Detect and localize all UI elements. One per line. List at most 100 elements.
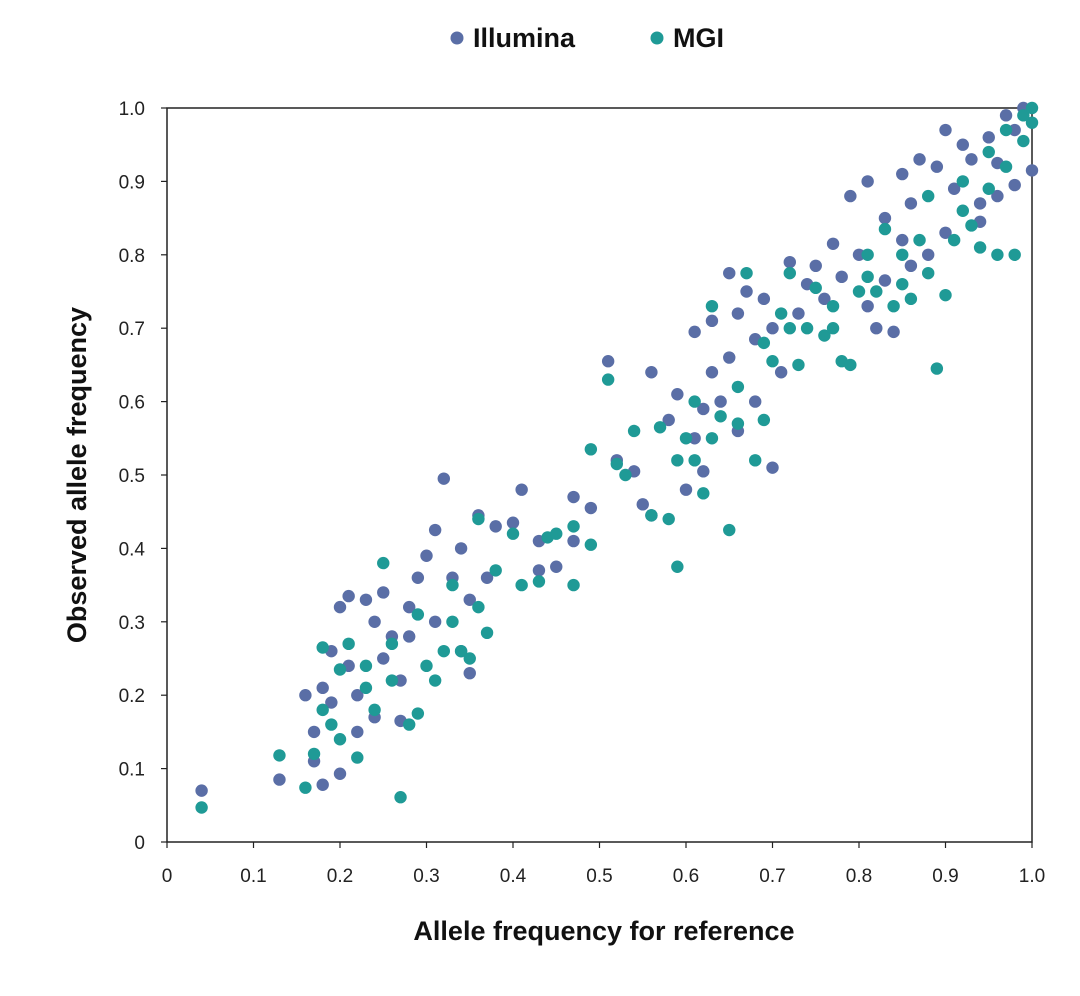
point-illumina [809, 259, 822, 273]
point-illumina [671, 388, 684, 401]
point-illumina [723, 351, 736, 364]
point-illumina [1008, 178, 1021, 192]
point-mgi [480, 626, 494, 640]
y-axis-title: Observed allele frequency [62, 307, 92, 643]
point-illumina [878, 211, 892, 225]
point-mgi [697, 487, 710, 500]
x-tick-label: 0.1 [240, 866, 266, 887]
point-illumina [714, 395, 727, 408]
point-mgi [999, 123, 1013, 137]
point-illumina [403, 630, 416, 643]
y-tick-label: 0.6 [119, 393, 145, 414]
point-mgi [671, 454, 684, 467]
point-mgi [844, 358, 857, 372]
point-mgi [325, 718, 338, 731]
point-mgi [653, 421, 667, 434]
y-axis-ticks: 0 0.1 0.2 0.3 0.4 0.5 0.6 0.7 0.8 0.9 1.0 [119, 99, 167, 854]
point-mgi [333, 663, 347, 676]
x-tick-label: 0.2 [327, 866, 353, 887]
y-tick-label: 1.0 [119, 99, 145, 120]
point-illumina [904, 259, 918, 273]
point-mgi [913, 233, 926, 247]
point-mgi [532, 575, 546, 588]
legend-marker-mgi [650, 31, 664, 45]
point-illumina [645, 366, 658, 379]
point-mgi [351, 751, 364, 764]
point-illumina [489, 520, 502, 533]
point-mgi [472, 600, 485, 614]
point-illumina [774, 366, 788, 379]
point-mgi [973, 241, 987, 254]
y-tick-label: 0.1 [119, 760, 145, 781]
point-mgi [705, 299, 719, 313]
point-mgi [723, 523, 736, 537]
point-illumina [688, 432, 701, 445]
point-illumina [766, 322, 779, 335]
point-illumina [852, 248, 866, 261]
point-illumina [351, 725, 364, 739]
point-mgi [385, 674, 399, 687]
point-illumina [333, 600, 347, 614]
x-tick-label: 0.6 [673, 866, 699, 887]
point-mgi [818, 329, 831, 342]
point-mgi [982, 182, 995, 195]
y-tick-label: 0.4 [119, 539, 146, 560]
x-tick-label: 0.4 [500, 866, 527, 887]
point-mgi [463, 652, 476, 665]
point-illumina [844, 189, 857, 203]
point-mgi [826, 322, 840, 335]
point-mgi [939, 288, 952, 302]
point-illumina [403, 600, 416, 614]
point-illumina [939, 123, 952, 137]
x-tick-label: 0 [162, 866, 173, 887]
x-tick-label: 0.5 [586, 866, 612, 887]
point-illumina [359, 593, 373, 606]
point-mgi [377, 556, 390, 570]
point-illumina [861, 299, 874, 313]
point-illumina [437, 472, 450, 485]
point-illumina [766, 461, 779, 474]
point-mgi [749, 454, 762, 467]
point-mgi [826, 299, 840, 313]
point-mgi [965, 219, 978, 232]
point-mgi [783, 266, 796, 280]
point-illumina [506, 516, 520, 529]
data-points [195, 101, 1039, 814]
point-mgi [316, 641, 329, 654]
point-illumina [420, 549, 433, 562]
point-mgi [619, 468, 632, 482]
point-mgi [662, 512, 675, 526]
point-mgi [947, 233, 961, 247]
point-illumina [973, 197, 987, 210]
point-illumina [783, 255, 796, 269]
point-mgi [731, 380, 745, 394]
point-illumina [273, 773, 286, 786]
point-mgi [428, 674, 442, 687]
point-illumina [679, 483, 693, 496]
point-illumina [991, 189, 1004, 203]
point-mgi [601, 373, 615, 386]
x-axis-ticks: 0 0.1 0.2 0.3 0.4 0.5 0.6 0.7 0.8 0.9 1.0 [162, 842, 1045, 887]
point-mgi [567, 520, 580, 533]
point-illumina [368, 615, 381, 628]
point-mgi [342, 637, 355, 651]
point-mgi [896, 248, 909, 261]
point-mgi [1017, 134, 1030, 148]
point-illumina [896, 167, 909, 181]
point-mgi [774, 307, 788, 320]
point-illumina [662, 413, 675, 427]
point-illumina [351, 689, 364, 702]
point-mgi [991, 248, 1004, 261]
point-mgi [809, 281, 822, 295]
point-mgi [878, 222, 892, 236]
point-mgi [403, 718, 416, 731]
point-illumina [333, 767, 347, 780]
point-illumina [697, 465, 710, 478]
y-tick-label: 0.8 [119, 246, 145, 267]
y-tick-label: 0.7 [119, 319, 145, 340]
point-mgi [861, 248, 874, 261]
point-mgi [922, 189, 935, 203]
point-illumina [299, 689, 312, 702]
point-illumina [195, 784, 208, 797]
